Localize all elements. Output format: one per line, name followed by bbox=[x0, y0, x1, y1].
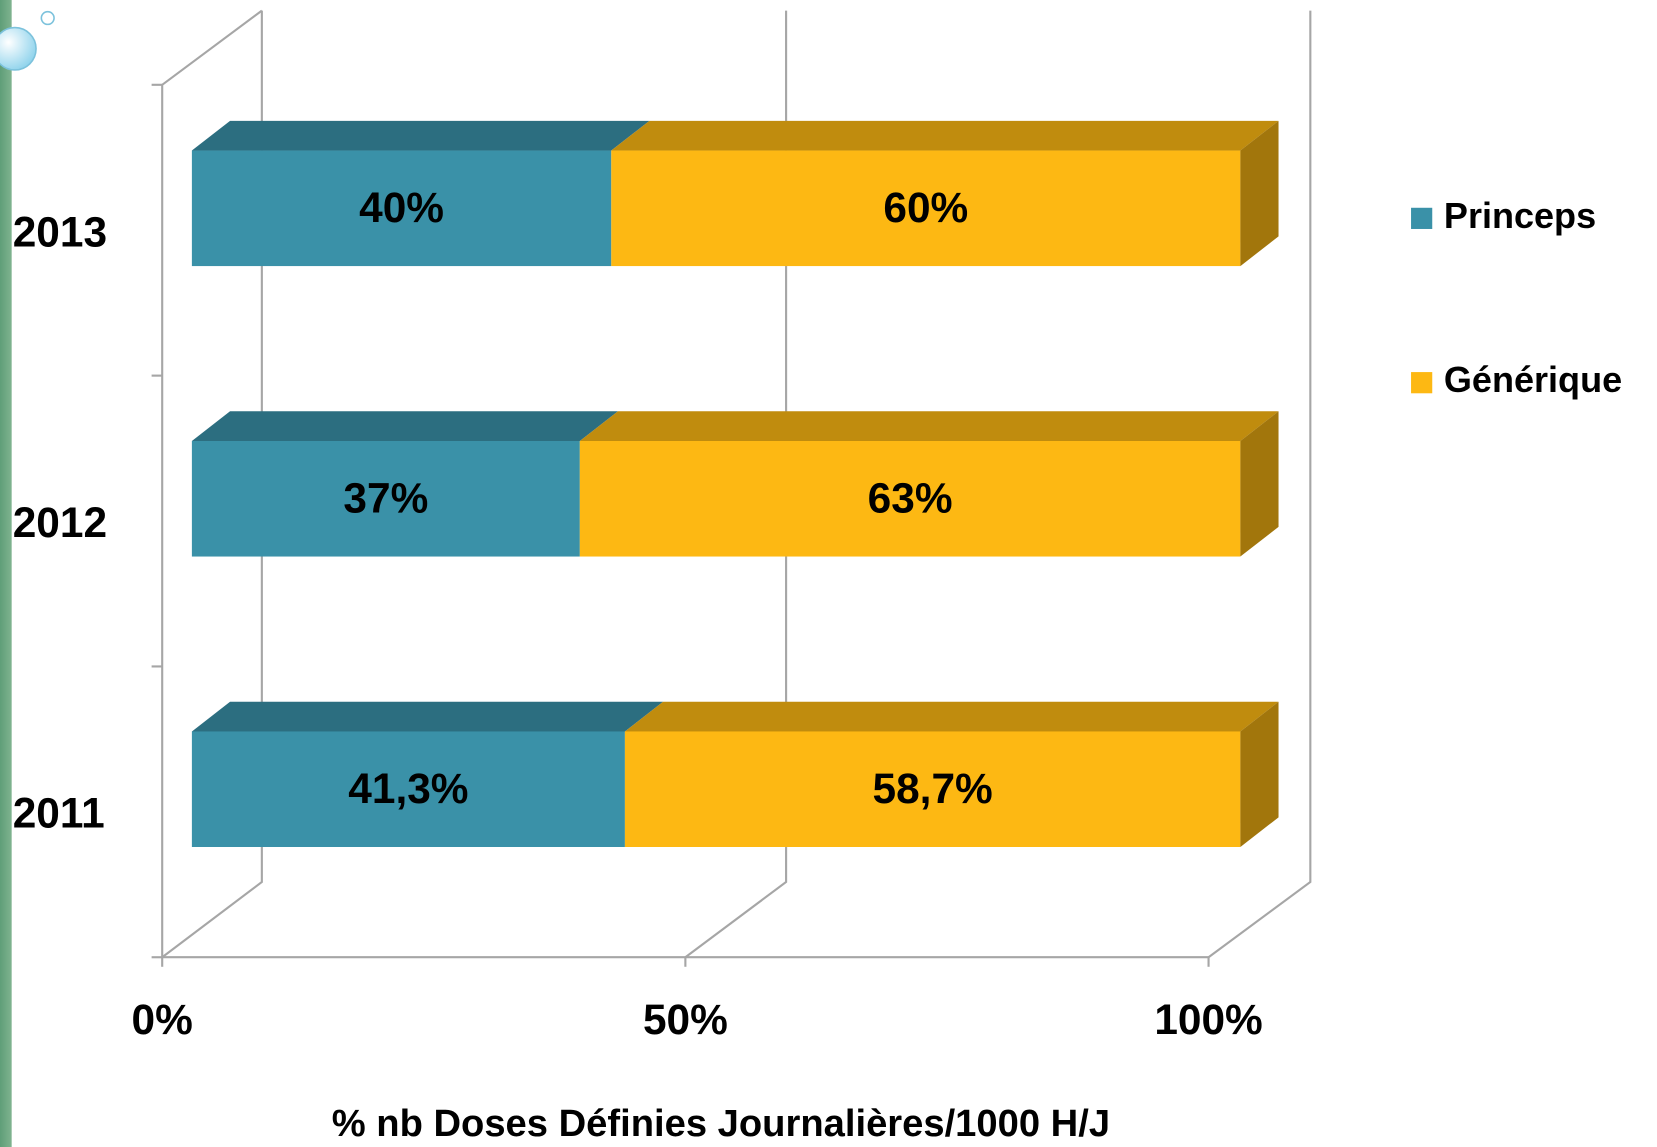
bubble bbox=[40, 10, 55, 26]
bar bbox=[611, 150, 1241, 267]
value-label: 37% bbox=[343, 475, 428, 522]
bar-top bbox=[191, 120, 650, 151]
y-tick-label: 2011 bbox=[13, 789, 105, 836]
value-label: 40% bbox=[359, 184, 444, 231]
bubble bbox=[0, 26, 37, 71]
grid-line bbox=[161, 10, 263, 959]
bar bbox=[579, 440, 1241, 557]
value-label: 41,3% bbox=[348, 765, 468, 812]
value-label: 63% bbox=[868, 475, 953, 522]
y-tick-label: 2012 bbox=[13, 499, 107, 546]
bar-top bbox=[624, 701, 1279, 732]
side-strip bbox=[0, 0, 12, 1147]
bar-top bbox=[191, 701, 664, 732]
bar-side bbox=[1240, 411, 1279, 557]
x-tick-label: 100% bbox=[1154, 996, 1262, 1043]
x-axis-title: % nb Doses Définies Journalières/1000 H/… bbox=[332, 1102, 1110, 1145]
legend-swatch bbox=[1411, 372, 1433, 394]
value-label: 58,7% bbox=[873, 765, 993, 812]
bar-side bbox=[1240, 701, 1279, 847]
legend-swatch bbox=[1411, 207, 1433, 229]
value-label: 60% bbox=[883, 184, 968, 231]
grid-line bbox=[1207, 10, 1312, 959]
bar-top bbox=[579, 411, 1279, 441]
bar-side bbox=[1240, 120, 1279, 267]
bar bbox=[191, 731, 625, 847]
bar bbox=[191, 150, 612, 267]
y-tick-label: 2013 bbox=[13, 209, 107, 256]
bar-top bbox=[611, 120, 1279, 151]
bar bbox=[624, 731, 1241, 847]
legend-label: Générique bbox=[1444, 359, 1622, 400]
bar-top bbox=[191, 411, 618, 441]
bar bbox=[191, 440, 580, 557]
x-tick-label: 50% bbox=[643, 996, 728, 1043]
grid-line bbox=[684, 10, 788, 959]
legend-label: Princeps bbox=[1444, 195, 1596, 236]
x-tick-label: 0% bbox=[132, 996, 193, 1043]
